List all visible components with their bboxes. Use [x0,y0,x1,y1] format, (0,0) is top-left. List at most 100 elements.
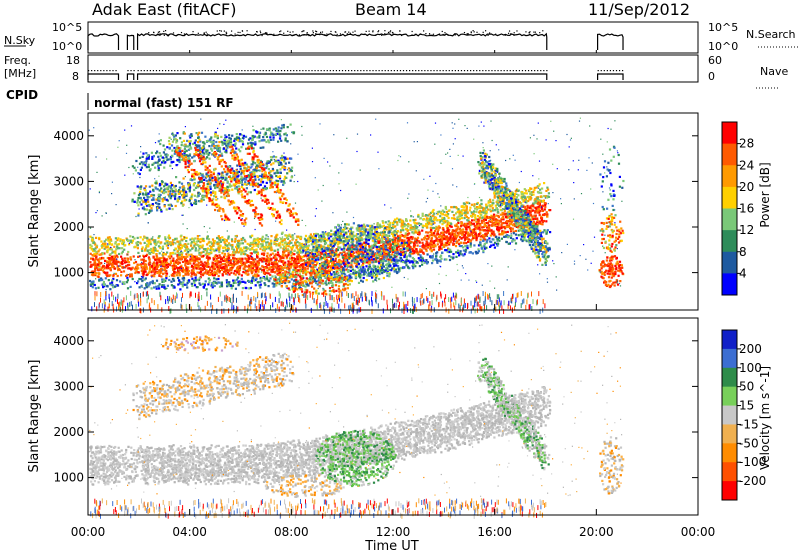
echo-cell [489,210,492,213]
nsearch-point [197,32,199,34]
echo-cell [219,264,222,267]
echo-cell [469,245,472,248]
echo-cell [91,286,94,289]
echo-cell [143,255,146,258]
echo-cell [221,236,224,239]
echo-cell [231,254,234,257]
echo-cell [485,240,488,243]
echo-cell [202,239,206,243]
echo-cell [439,260,442,263]
echo-cell [436,233,439,236]
echo-cell [451,257,454,260]
echo-cell [153,272,156,275]
echo-cell [188,279,191,282]
echo-cell [262,257,265,260]
echo-cell [268,254,271,257]
echo-cell [425,226,429,229]
echo-cell [436,230,439,233]
echo-cell [221,247,225,250]
echo-cell [469,251,472,254]
echo-cell [268,244,271,247]
echo-cell [136,244,139,247]
echo-cell [292,237,295,240]
echo-cell [236,261,239,264]
echo-cell [514,190,517,193]
echo-cell [192,279,195,282]
echo-cell [253,258,256,261]
echo-cell [440,254,443,257]
echo-cell [219,244,222,247]
echo-cell [205,264,208,267]
echo-cell [330,257,333,260]
echo-cell [279,242,282,245]
echo-cell [256,239,259,242]
echo-cell [479,224,482,227]
nsearch-point [176,34,178,36]
echo-cell [251,267,254,270]
echo-cell [433,212,436,215]
echo-cell [446,221,450,224]
nave-point [351,70,353,72]
echo-cell [503,235,506,238]
echo-cell [395,231,399,234]
nsearch-point [260,32,262,34]
power-data [88,117,625,314]
echo-cell [114,242,117,245]
echo-cell [199,241,202,244]
nsearch-point [507,32,510,34]
echo-cell [425,217,428,220]
nave-point [91,70,93,72]
echo-cell [343,254,347,257]
echo-cell [237,241,240,245]
echo-cell [267,238,270,241]
echo-cell [169,244,173,247]
echo-cell [108,263,111,266]
nsearch-point [148,32,150,34]
echo-cell [145,286,148,289]
nsearch-point [326,33,328,35]
echo-cell [426,245,429,248]
nave-point [165,70,167,72]
nsearch-point [283,32,285,34]
echo-cell [430,223,433,226]
echo-cell [148,270,151,273]
echo-cell [423,247,426,250]
echo-cell [160,267,163,270]
echo-cell [152,250,155,254]
echo-cell [426,261,429,264]
nsearch-point [234,33,236,35]
nsearch-point [487,34,489,36]
echo-cell [109,238,112,241]
nave-point [485,70,487,72]
echo-cell [268,263,271,266]
echo-cell [218,264,221,267]
nsearch-point [273,33,275,35]
echo-cell [496,203,499,206]
echo-cell [457,225,460,228]
echo-cell [331,233,335,236]
echo-cell [417,222,420,225]
echo-cell [215,272,218,275]
echo-cell [363,223,366,226]
echo-cell [449,248,452,251]
echo-cell [318,234,321,237]
echo-cell [474,234,477,237]
echo-cell [194,276,197,279]
echo-cell [450,225,453,228]
echo-cell [107,238,110,241]
echo-cell [147,284,150,287]
echo-cell [211,273,214,276]
echo-cell [207,258,210,261]
echo-cell [458,244,461,248]
echo-cell [430,233,434,236]
echo-cell [249,261,252,264]
echo-cell [438,219,442,222]
nave-point [412,70,414,72]
nsearch-point [399,30,401,32]
echo-cell [293,279,296,282]
echo-cell [478,228,481,231]
echo-cell [194,243,197,246]
echo-cell [252,258,255,261]
echo-cell [415,261,419,264]
echo-cell [312,237,315,240]
